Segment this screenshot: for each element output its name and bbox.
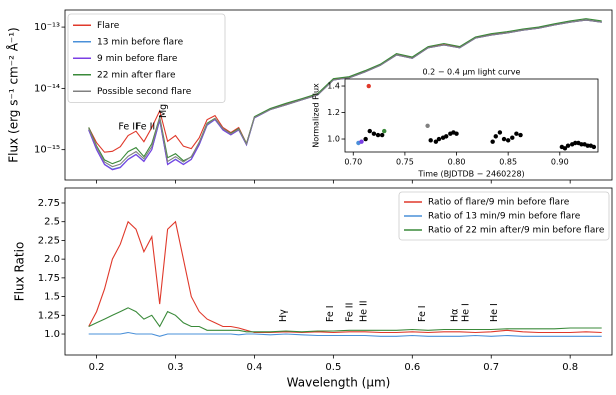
line-annotation: He II: [359, 300, 370, 322]
inset-title: 0.2 − 0.4 μm light curve: [423, 68, 521, 77]
y-axis-label: Flux Ratio: [13, 242, 27, 302]
line-annotation: Fe II: [136, 122, 155, 133]
point: [375, 132, 381, 138]
legend-box: [67, 13, 226, 103]
legend-label: 13 min before flare: [97, 37, 184, 47]
x-tick-label: 0.85: [499, 158, 517, 167]
y-tick-label: 10⁻¹⁴: [34, 83, 60, 94]
legend-label: 9 min before flare: [97, 54, 178, 64]
point: [501, 136, 507, 142]
y-tick-label: 10⁻¹³: [34, 22, 60, 33]
series-line: [88, 307, 602, 333]
x-tick-label: 0.3: [168, 362, 184, 373]
line-annotation: Hγ: [278, 309, 289, 322]
x-tick-label: 0.90: [551, 158, 569, 167]
y-tick-label: 1.0: [44, 329, 60, 340]
y-tick-label: 1.2: [327, 108, 340, 117]
point: [497, 130, 503, 135]
line-annotation: He I: [461, 303, 472, 322]
line-annotation: Fe I: [417, 305, 428, 322]
point: [379, 132, 385, 138]
point: [428, 138, 433, 143]
y-tick-label: 1.75: [38, 273, 60, 284]
series-line: [88, 220, 602, 334]
point: [562, 146, 568, 151]
series-line: [88, 18, 602, 165]
point: [573, 140, 578, 146]
x-tick-label: 0.4: [246, 362, 262, 373]
y-tick-label: 1.4: [327, 82, 340, 91]
series-line: [88, 331, 602, 337]
point: [518, 132, 523, 138]
legend-label: 22 min after flare: [97, 70, 176, 80]
point: [436, 136, 442, 142]
point: [433, 139, 439, 144]
line-annotation: Hα: [449, 309, 460, 322]
line-annotation: He I: [489, 303, 500, 322]
series-line: [88, 19, 602, 168]
point: [367, 128, 372, 134]
line-annotation: Fe II: [344, 303, 355, 322]
y-tick-label: 1.0: [327, 135, 340, 144]
point: [371, 131, 377, 136]
x-tick-label: 0.75: [396, 158, 414, 167]
point: [454, 131, 459, 136]
x-tick-label: 0.5: [325, 362, 341, 373]
line-annotation: Fe II: [118, 122, 137, 133]
y-tick-label: 2.0: [44, 254, 60, 265]
y-tick-label: 2.75: [38, 198, 60, 209]
point: [510, 135, 515, 140]
point: [565, 143, 571, 148]
point: [363, 136, 368, 142]
point: [359, 139, 364, 144]
legend-label: Ratio of 13 min/9 min before flare: [428, 212, 581, 222]
legend-label: Ratio of flare/9 min before flare: [428, 198, 570, 208]
y-axis-label: Normalized Flux: [312, 83, 321, 148]
x-tick-label: 0.70: [344, 158, 362, 167]
y-tick-label: 2.25: [38, 235, 60, 246]
y-tick-label: 1.25: [38, 310, 60, 321]
y-tick-label: 2.5: [44, 217, 60, 228]
x-axis-label: Time (BJDTDB − 2460228): [417, 170, 524, 179]
y-axis-label: Flux (erg s⁻¹ cm⁻² Å⁻¹): [6, 27, 21, 162]
x-tick-label: 0.6: [404, 362, 420, 373]
plot-area: [344, 78, 599, 153]
point: [579, 142, 584, 147]
x-tick-label: 0.2: [89, 362, 105, 373]
legend-label: Flare: [97, 21, 120, 31]
point: [514, 131, 519, 136]
y-tick-label: 1.5: [44, 292, 60, 303]
x-tick-label: 0.7: [483, 362, 499, 373]
point: [493, 134, 498, 139]
point: [585, 143, 590, 148]
point: [444, 134, 449, 139]
x-axis-label: Wavelength (μm): [287, 376, 391, 390]
legend-label: Possible second flare: [97, 87, 192, 97]
point: [490, 139, 495, 144]
point: [591, 144, 597, 150]
y-tick-label: 10⁻¹⁵: [34, 145, 60, 156]
point: [366, 83, 371, 89]
x-tick-label: 0.80: [448, 158, 466, 167]
point: [505, 138, 511, 143]
line-annotation: Fe I: [325, 305, 336, 322]
legend-box: [398, 191, 610, 241]
line-annotation: Mg II: [158, 95, 169, 118]
legend-label: Ratio of 22 min after/9 min before flare: [428, 226, 605, 236]
point: [382, 128, 387, 134]
x-tick-label: 0.8: [562, 362, 578, 373]
point: [425, 123, 430, 128]
